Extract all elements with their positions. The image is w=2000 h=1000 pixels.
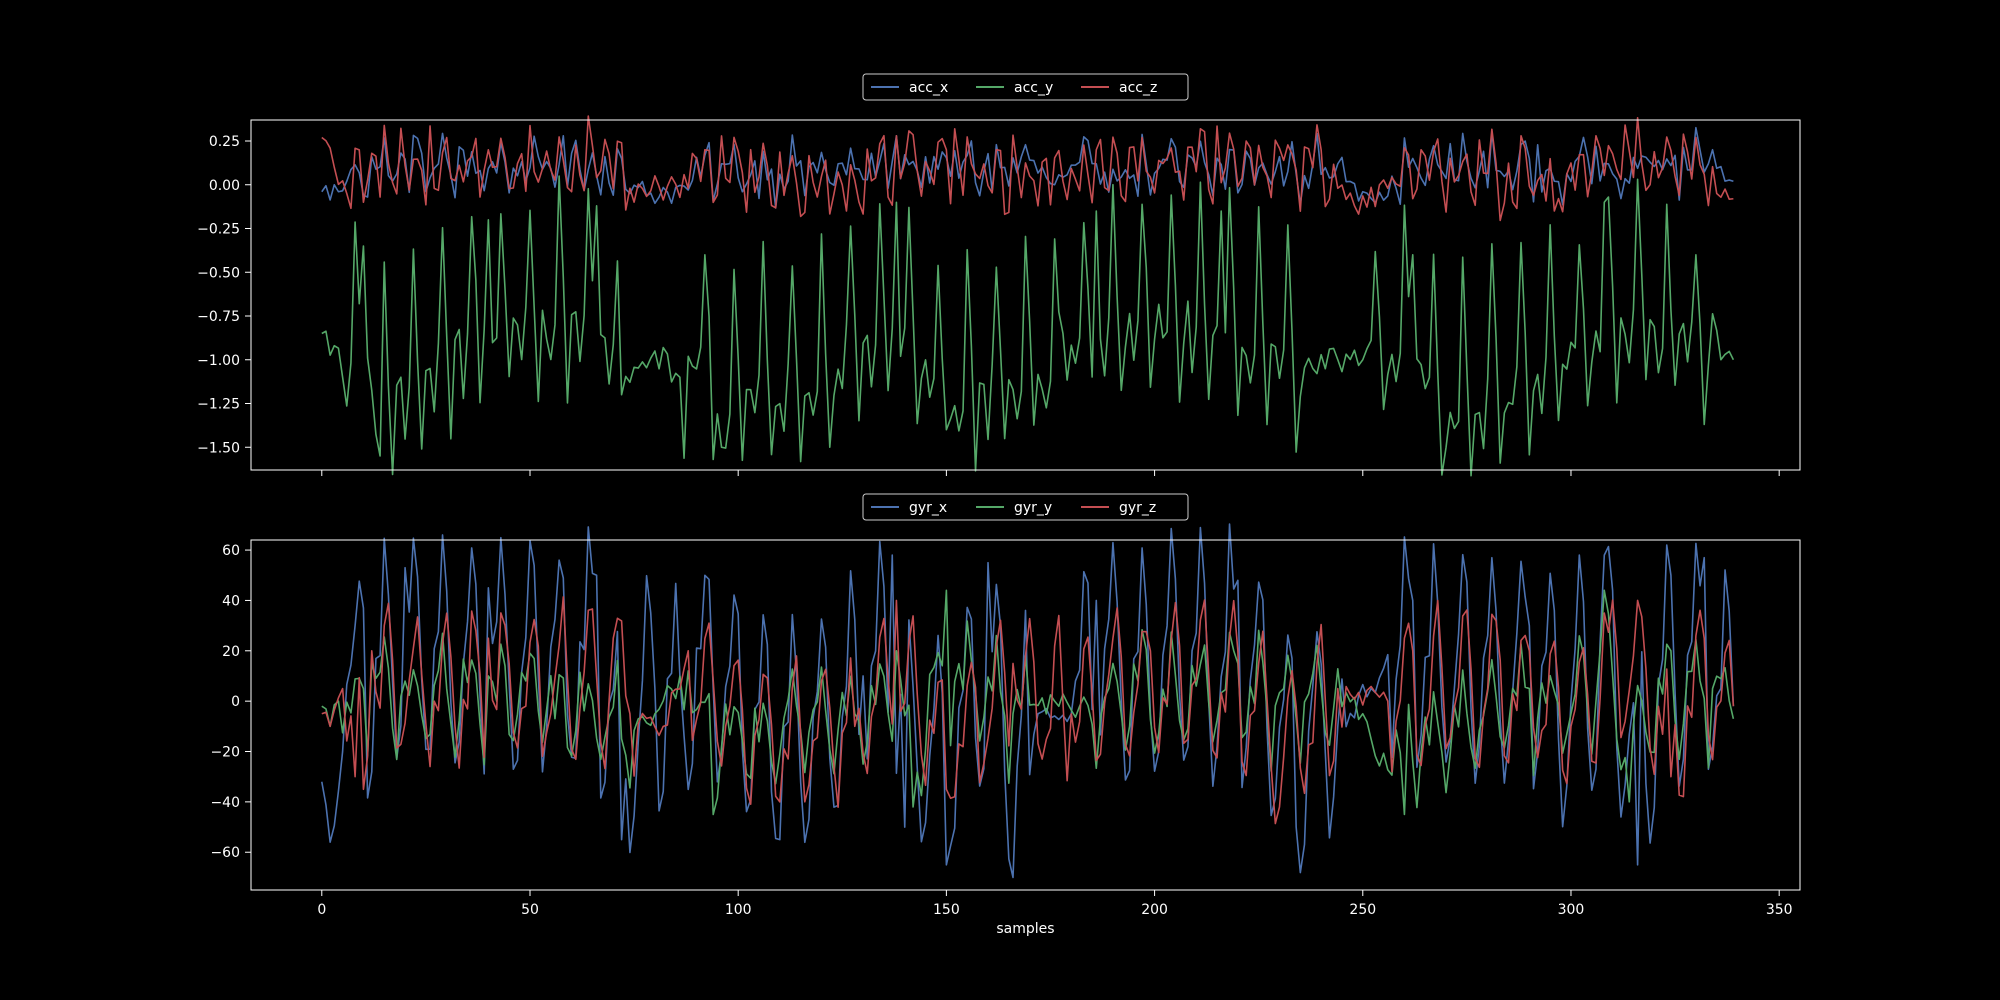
accelerometer-legend: acc_x acc_y acc_z xyxy=(862,73,1189,101)
legend-label-gyr_z: gyr_z xyxy=(1119,500,1156,516)
gyroscope-y-ticks: 60 40 20 0 −20 −40 −60 xyxy=(210,543,251,861)
series-line-acc_z xyxy=(321,115,1734,222)
y-tick-label: 20 xyxy=(222,644,240,660)
x-tick-label: 150 xyxy=(933,902,960,918)
y-tick-label: −0.75 xyxy=(197,309,240,325)
y-tick-label: −1.00 xyxy=(197,353,240,369)
gyroscope-legend: gyr_x gyr_y gyr_z xyxy=(862,493,1189,521)
x-tick-label: 50 xyxy=(521,902,539,918)
legend-label-gyr_y: gyr_y xyxy=(1014,500,1052,516)
y-tick-label: −20 xyxy=(210,745,240,761)
y-tick-label: 0.00 xyxy=(209,178,240,194)
series-line-gyr_z xyxy=(321,596,1735,825)
y-tick-label: 0.25 xyxy=(209,134,240,150)
x-tick-label: 300 xyxy=(1558,902,1585,918)
gyroscope-subplot: gyr_x gyr_y gyr_z 0 50 100 150 200 250 300 350 60… xyxy=(210,493,1801,937)
legend-label-acc_z: acc_z xyxy=(1119,80,1157,96)
y-tick-label: 40 xyxy=(222,593,240,609)
series-line-acc_x xyxy=(321,126,1734,209)
y-tick-label: −1.50 xyxy=(197,440,240,456)
y-tick-label: −0.50 xyxy=(197,265,240,281)
legend-box xyxy=(862,493,1189,521)
legend-label-acc_y: acc_y xyxy=(1014,80,1053,96)
accelerometer-series-layer xyxy=(321,115,1735,477)
x-tick-label: 350 xyxy=(1766,902,1793,918)
x-tick-label: 250 xyxy=(1349,902,1376,918)
legend-label-acc_x: acc_x xyxy=(909,80,948,96)
y-tick-label: −60 xyxy=(210,845,240,861)
y-tick-label: −40 xyxy=(210,795,240,811)
y-tick-label: −0.25 xyxy=(197,222,240,238)
y-tick-label: −1.25 xyxy=(197,397,240,413)
gyroscope-plot-frame xyxy=(250,539,1801,891)
y-tick-label: 60 xyxy=(222,543,240,559)
gyroscope-x-ticks: 0 50 100 150 200 250 300 350 xyxy=(317,890,1793,918)
legend-box xyxy=(862,73,1189,101)
x-tick-label: 200 xyxy=(1141,902,1168,918)
gyroscope-x-axis-label: samples xyxy=(996,921,1054,937)
series-line-gyr_y xyxy=(321,589,1735,816)
x-tick-label: 100 xyxy=(725,902,752,918)
accelerometer-plot-frame xyxy=(250,119,1801,471)
accelerometer-x-ticks xyxy=(321,470,1780,476)
series-line-gyr_x xyxy=(321,523,1735,879)
gyroscope-series-layer xyxy=(321,523,1735,879)
series-line-acc_y xyxy=(321,175,1735,477)
y-tick-label: 0 xyxy=(231,694,240,710)
x-tick-label: 0 xyxy=(317,902,326,918)
accelerometer-y-ticks: 0.25 0.00 −0.25 −0.50 −0.75 −1.00 −1.25 −1.50 xyxy=(197,134,251,456)
legend-label-gyr_x: gyr_x xyxy=(909,500,947,516)
accelerometer-subplot: acc_x acc_y acc_z 0.25 0.00 −0.25 −0.50 −0.75 −… xyxy=(197,73,1801,477)
